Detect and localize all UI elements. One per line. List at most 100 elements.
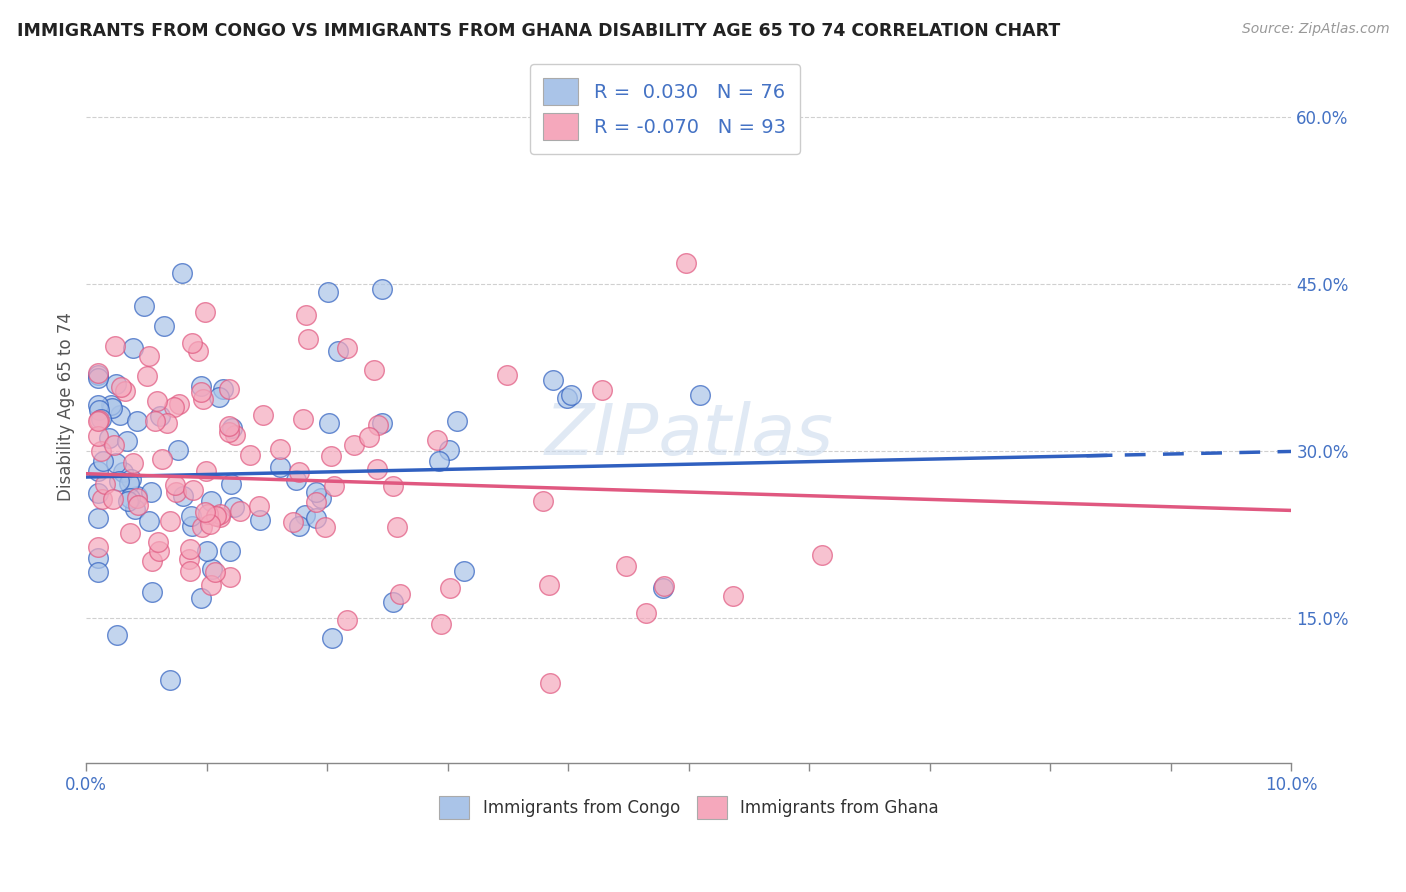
Point <box>269 460 291 475</box>
Point <box>200 578 222 592</box>
Point <box>127 498 149 512</box>
Point <box>212 382 235 396</box>
Point <box>288 465 311 479</box>
Point <box>124 502 146 516</box>
Point <box>172 266 194 280</box>
Point <box>228 504 250 518</box>
Point <box>439 581 461 595</box>
Point <box>496 368 519 382</box>
Point <box>117 475 139 490</box>
Point <box>363 363 385 377</box>
Point <box>437 442 460 457</box>
Point <box>371 282 394 296</box>
Point <box>200 493 222 508</box>
Point <box>183 483 205 498</box>
Legend: Immigrants from Congo, Immigrants from Ghana: Immigrants from Congo, Immigrants from G… <box>433 789 945 826</box>
Point <box>389 587 412 601</box>
Point <box>541 373 564 387</box>
Point <box>314 519 336 533</box>
Point <box>125 489 148 503</box>
Point <box>336 613 359 627</box>
Point <box>654 579 676 593</box>
Point <box>179 564 201 578</box>
Point <box>87 550 110 565</box>
Point <box>120 472 142 486</box>
Point <box>146 535 169 549</box>
Point <box>252 409 274 423</box>
Y-axis label: Disability Age 65 to 74: Disability Age 65 to 74 <box>58 312 75 501</box>
Point <box>689 388 711 402</box>
Point <box>218 383 240 397</box>
Point <box>110 380 132 394</box>
Point <box>177 552 200 566</box>
Point <box>321 449 343 463</box>
Point <box>100 398 122 412</box>
Point <box>120 526 142 541</box>
Point <box>115 434 138 449</box>
Point <box>218 425 240 439</box>
Point <box>152 318 174 333</box>
Point <box>269 442 291 457</box>
Point <box>87 429 110 443</box>
Point <box>537 578 560 592</box>
Point <box>218 543 240 558</box>
Point <box>101 401 124 415</box>
Point <box>117 494 139 508</box>
Point <box>127 414 149 428</box>
Point <box>294 308 316 322</box>
Point <box>367 418 389 433</box>
Point <box>90 411 112 425</box>
Point <box>181 518 204 533</box>
Point <box>159 673 181 687</box>
Point <box>297 332 319 346</box>
Point <box>309 491 332 505</box>
Point <box>108 474 131 488</box>
Point <box>198 517 221 532</box>
Point <box>446 414 468 428</box>
Point <box>294 508 316 523</box>
Point <box>305 495 328 509</box>
Point <box>675 255 697 269</box>
Point <box>531 494 554 508</box>
Point <box>190 591 212 605</box>
Point <box>197 508 219 522</box>
Point <box>453 564 475 578</box>
Point <box>87 566 110 580</box>
Point <box>87 414 110 428</box>
Point <box>221 421 243 435</box>
Point <box>652 582 675 596</box>
Point <box>187 344 209 359</box>
Point <box>288 518 311 533</box>
Point <box>291 411 314 425</box>
Point <box>194 305 217 319</box>
Point <box>167 443 190 458</box>
Point <box>811 548 834 562</box>
Point <box>382 479 405 493</box>
Point <box>208 390 231 404</box>
Point <box>125 491 148 505</box>
Point <box>89 402 111 417</box>
Point <box>172 489 194 503</box>
Point <box>121 457 143 471</box>
Point <box>249 513 271 527</box>
Point <box>343 438 366 452</box>
Point <box>180 508 202 523</box>
Point <box>139 485 162 500</box>
Point <box>218 418 240 433</box>
Point <box>190 384 212 399</box>
Point <box>94 477 117 491</box>
Point <box>90 443 112 458</box>
Point <box>538 676 561 690</box>
Point <box>201 561 224 575</box>
Point <box>87 511 110 525</box>
Text: ZIPatlas: ZIPatlas <box>544 401 834 470</box>
Point <box>87 368 110 382</box>
Point <box>179 541 201 556</box>
Point <box>97 431 120 445</box>
Point <box>103 492 125 507</box>
Point <box>105 377 128 392</box>
Point <box>104 338 127 352</box>
Point <box>381 595 404 609</box>
Point <box>87 366 110 380</box>
Point <box>163 400 186 414</box>
